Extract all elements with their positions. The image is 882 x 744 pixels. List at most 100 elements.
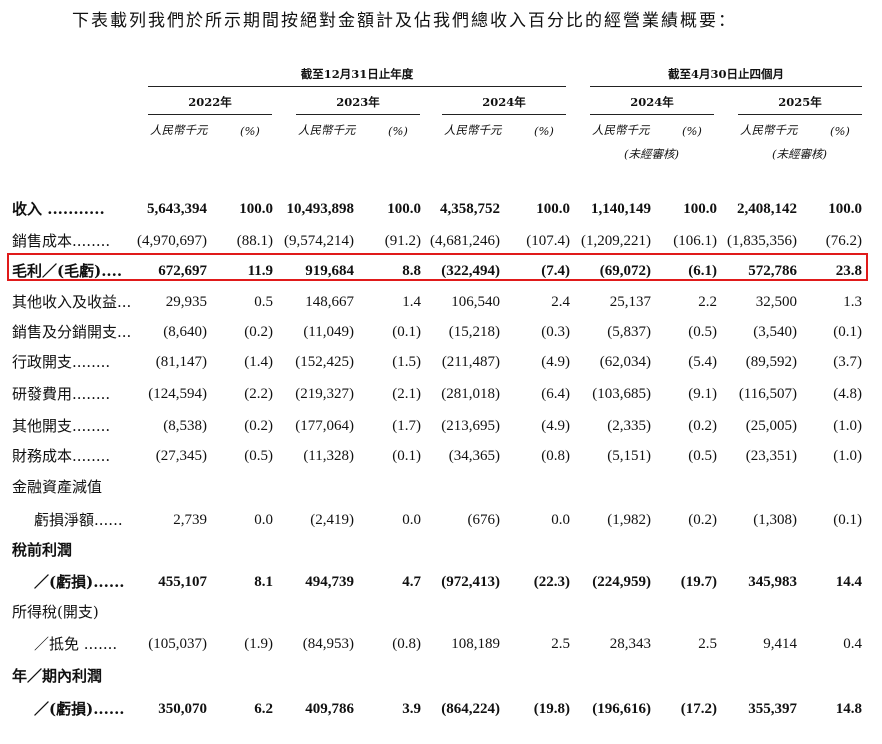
table-row: 其他開支........ (8,538) (0.2) (177,064) (1.7) (2…: [0, 414, 882, 438]
year-header-2023: 2023年: [336, 95, 380, 109]
pct-2025-4m: 23.8: [835, 263, 862, 279]
value-2023: 148,667: [305, 294, 354, 310]
pct-2024-4m: (6.1): [688, 263, 717, 279]
table-row: 財務成本........ (27,345) (0.5) (11,328) (0.1) (3…: [0, 444, 882, 468]
table-row: 虧損淨額...... 2,739 0.0 (2,419) 0.0 (676) 0.0 (1,9…: [0, 508, 882, 532]
pct-2023: (0.8): [392, 636, 421, 652]
year-rule: [296, 114, 420, 115]
table-row: 所得稅(開支): [0, 600, 882, 624]
row-label: 虧損淨額......: [34, 511, 123, 529]
pct-2024: 100.0: [536, 201, 570, 217]
pct-2024-4m: 2.5: [698, 636, 717, 652]
unit-unaudited: (未經審核): [624, 147, 679, 161]
row-label: 其他開支........: [12, 417, 111, 435]
row-label: 稅前利潤: [12, 541, 73, 559]
value-2024: (4,681,246): [430, 233, 500, 249]
value-2023: (11,049): [303, 324, 354, 340]
pct-2024: 0.0: [551, 512, 570, 528]
value-2025-4m: 32,500: [755, 294, 797, 310]
unit-rmb: 人民幣千元: [298, 123, 356, 137]
value-2025-4m: (89,592): [745, 354, 797, 370]
value-2025-4m: 345,983: [748, 574, 797, 590]
value-2022: 455,107: [158, 574, 207, 590]
row-label: 行政開支........: [12, 353, 111, 371]
value-2025-4m: (25,005): [745, 418, 797, 434]
value-2024-4m: 1,140,149: [591, 201, 651, 217]
table-row: 銷售成本........ (4,970,697) (88.1) (9,574,214)…: [0, 229, 882, 253]
value-2022: 350,070: [158, 701, 207, 717]
unit-rmb: 人民幣千元: [150, 123, 208, 137]
value-2022: 2,739: [173, 512, 207, 528]
pct-2022: 11.9: [247, 263, 273, 279]
unit-pct: (%): [534, 124, 554, 138]
value-2022: (8,538): [163, 418, 207, 434]
row-label: 財務成本........: [12, 447, 111, 465]
group-header-year-end: 截至12月31日止年度: [300, 67, 414, 81]
value-2025-4m: 572,786: [748, 263, 797, 279]
pct-2025-4m: 14.8: [835, 701, 862, 717]
value-2024: (972,413): [441, 574, 500, 590]
row-label: 金融資產減值: [12, 478, 103, 496]
group-rule-year-end: [148, 86, 566, 87]
value-2024: (322,494): [441, 263, 500, 279]
value-2024-4m: (103,685): [592, 386, 651, 402]
value-2024-4m: (5,837): [607, 324, 651, 340]
value-2022: (105,037): [148, 636, 207, 652]
value-2024-4m: (224,959): [592, 574, 651, 590]
table-row: 年／期內利潤: [0, 664, 882, 688]
value-2024-4m: (1,209,221): [581, 233, 651, 249]
value-2024: (864,224): [441, 701, 500, 717]
pct-2022: (88.1): [236, 233, 273, 249]
year-header-2024: 2024年: [482, 95, 526, 109]
unit-unaudited: (未經審核): [772, 147, 827, 161]
row-label: 年／期內利潤: [12, 667, 103, 685]
row-label: ／抵免 .......: [34, 635, 118, 653]
value-2024: 106,540: [451, 294, 500, 310]
year-rule: [148, 114, 272, 115]
value-2024-4m: (5,151): [607, 448, 651, 464]
value-2024: 4,358,752: [440, 201, 500, 217]
table-row: 稅前利潤: [0, 538, 882, 562]
pct-2024: (7.4): [541, 263, 570, 279]
value-2025-4m: (1,308): [753, 512, 797, 528]
pct-2025-4m: (1.0): [833, 418, 862, 434]
pct-2022: 0.5: [254, 294, 273, 310]
group-rule-four-months: [590, 86, 862, 87]
row-label: 所得稅(開支): [12, 603, 99, 621]
value-2023: 409,786: [305, 701, 354, 717]
pct-2024: (107.4): [526, 233, 570, 249]
pct-2024: 2.4: [551, 294, 570, 310]
value-2023: 494,739: [305, 574, 354, 590]
value-2022: 5,643,394: [147, 201, 207, 217]
value-2024-4m: (2,335): [607, 418, 651, 434]
pct-2024: (4.9): [541, 418, 570, 434]
value-2025-4m: 9,414: [763, 636, 797, 652]
value-2022: (27,345): [155, 448, 207, 464]
unit-pct: (%): [682, 124, 702, 138]
pct-2025-4m: (76.2): [825, 233, 862, 249]
value-2023: (11,328): [303, 448, 354, 464]
pct-2023: (0.1): [392, 448, 421, 464]
pct-2024: 2.5: [551, 636, 570, 652]
table-row: 金融資產減值: [0, 475, 882, 499]
value-2024-4m: 28,343: [609, 636, 651, 652]
year-header-2024-4m: 2024年: [630, 95, 674, 109]
row-label: 銷售及分銷開支...: [12, 323, 132, 341]
gross-profit-highlight-box: [7, 253, 868, 281]
pct-2023: (2.1): [392, 386, 421, 402]
value-2024: (676): [467, 512, 501, 528]
value-2025-4m: (3,540): [753, 324, 797, 340]
pct-2023: 1.4: [402, 294, 421, 310]
unit-pct: (%): [830, 124, 850, 138]
pct-2024-4m: (9.1): [688, 386, 717, 402]
pct-2023: (0.1): [392, 324, 421, 340]
value-2024-4m: (69,072): [599, 263, 651, 279]
pct-2025-4m: (0.1): [833, 324, 862, 340]
value-2023: (84,953): [302, 636, 354, 652]
value-2023: 919,684: [305, 263, 354, 279]
pct-2024: (6.4): [541, 386, 570, 402]
year-header-2025-4m: 2025年: [778, 95, 822, 109]
row-label: ／(虧損)......: [34, 573, 125, 591]
pct-2024-4m: (19.7): [680, 574, 717, 590]
value-2024: 108,189: [451, 636, 500, 652]
